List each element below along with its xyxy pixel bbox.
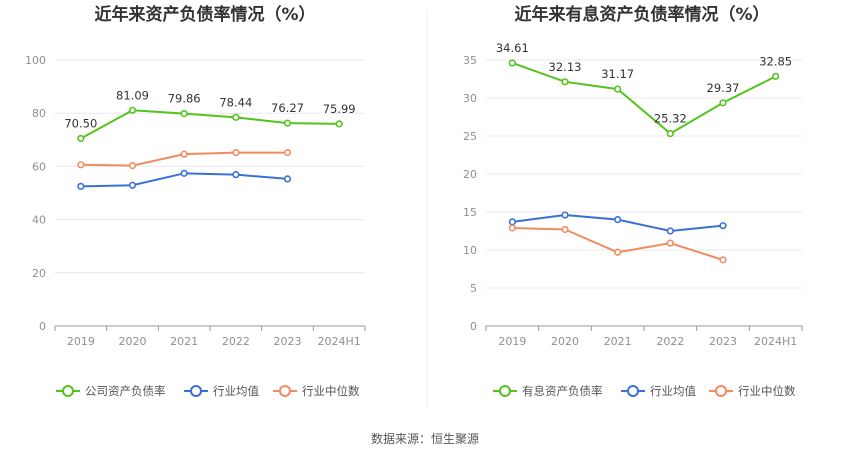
data-label: 32.85 [759,54,792,68]
legend-marker-company [62,385,74,397]
data-label: 25.32 [654,112,687,126]
data-point-avg [614,216,622,224]
data-label: 75.99 [323,102,356,116]
data-point-company [128,106,137,114]
data-point-avg [232,171,240,179]
data-point-median [232,148,240,157]
data-point-avg [283,175,292,183]
data-label: 29.37 [707,81,740,95]
y-tick-label: 0 [470,320,477,333]
legend-label: 行业中位数 [302,384,360,398]
data-label: 76.27 [271,101,304,115]
x-tick-label: 2020 [119,335,147,348]
data-point-company [772,72,780,80]
data-label: 79.86 [168,92,201,106]
data-point-company [508,59,516,67]
data-point-avg [561,211,569,219]
legend-label: 行业中位数 [738,384,796,398]
data-point-company [561,78,569,86]
legend-label: 公司资产负债率 [85,384,166,398]
y-tick-label: 0 [39,320,46,333]
legend-label: 行业均值 [213,384,259,398]
y-tick-label: 5 [470,282,477,295]
y-tick-label: 15 [463,206,477,219]
series-line-company [511,62,777,135]
data-point-avg [508,218,516,226]
data-point-company [77,134,85,143]
data-point-median [180,150,188,158]
data-point-avg [666,227,674,235]
y-tick-label: 100 [25,54,46,67]
y-tick-label: 30 [463,92,477,105]
data-label: 81.09 [116,88,149,102]
data-point-company [283,119,292,127]
legend-label: 行业均值 [650,384,696,398]
x-tick-label: 2020 [551,335,579,348]
legend-marker-median [279,385,291,397]
data-point-median [614,248,622,256]
x-tick-label: 2023 [274,335,302,348]
y-tick-label: 25 [463,130,477,143]
x-tick-label: 2019 [67,335,95,348]
x-tick-label: 2022 [222,335,250,348]
y-tick-label: 10 [463,244,477,257]
data-label: 31.17 [601,67,634,81]
data-point-avg [77,182,85,190]
data-point-avg [719,222,727,230]
data-point-company [232,113,240,121]
legend-marker-median [715,385,727,397]
legend-marker-avg [190,385,202,397]
x-tick-label: 2022 [656,335,684,348]
chart-title: 近年来有息资产负债率情况（%） [514,4,769,25]
legend-marker-avg [627,385,639,397]
x-tick-label: 2024H1 [754,335,797,348]
x-tick-label: 2023 [709,335,737,348]
data-point-median [128,162,137,170]
series-line-company [80,109,340,140]
y-tick-label: 20 [32,267,46,280]
data-label: 70.50 [64,116,97,130]
data-label: 34.61 [496,41,529,55]
data-point-median [283,148,292,157]
data-point-median [561,225,569,234]
legend-label: 有息资产负债率 [522,384,603,398]
y-tick-label: 40 [32,214,46,227]
data-point-company [614,85,622,93]
x-tick-label: 2021 [604,335,632,348]
data-point-median [666,239,674,247]
data-label: 78.44 [219,95,252,109]
data-point-median [508,224,516,232]
data-point-company [719,99,727,107]
data-point-company [335,120,343,128]
data-point-company [180,109,188,118]
y-tick-label: 80 [32,107,46,120]
data-point-avg [180,169,188,177]
y-tick-label: 35 [463,54,477,67]
data-label: 32.13 [549,60,582,74]
y-tick-label: 20 [463,168,477,181]
chart-title: 近年来资产负债率情况（%） [94,4,315,25]
y-tick-label: 60 [32,160,46,173]
legend-marker-company [499,385,511,397]
data-source: 数据来源：恒生聚源 [371,431,479,446]
x-tick-label: 2024H1 [318,335,361,348]
data-point-median [719,256,727,264]
chart-panel-interest-bearing-debt-ratio: 近年来有息资产负债率情况（%） 0 5 10 15 20 25 30 35 2019 2020 20… [463,4,803,398]
data-point-median [77,161,85,169]
chart-panel-debt-ratio: 近年来资产负债率情况（%） 0 20 40 60 80 100 2019 2020 2021 20… [25,4,366,398]
x-tick-label: 2019 [498,335,526,348]
data-point-avg [128,181,137,189]
x-tick-label: 2021 [170,335,198,348]
data-point-company [666,129,674,138]
